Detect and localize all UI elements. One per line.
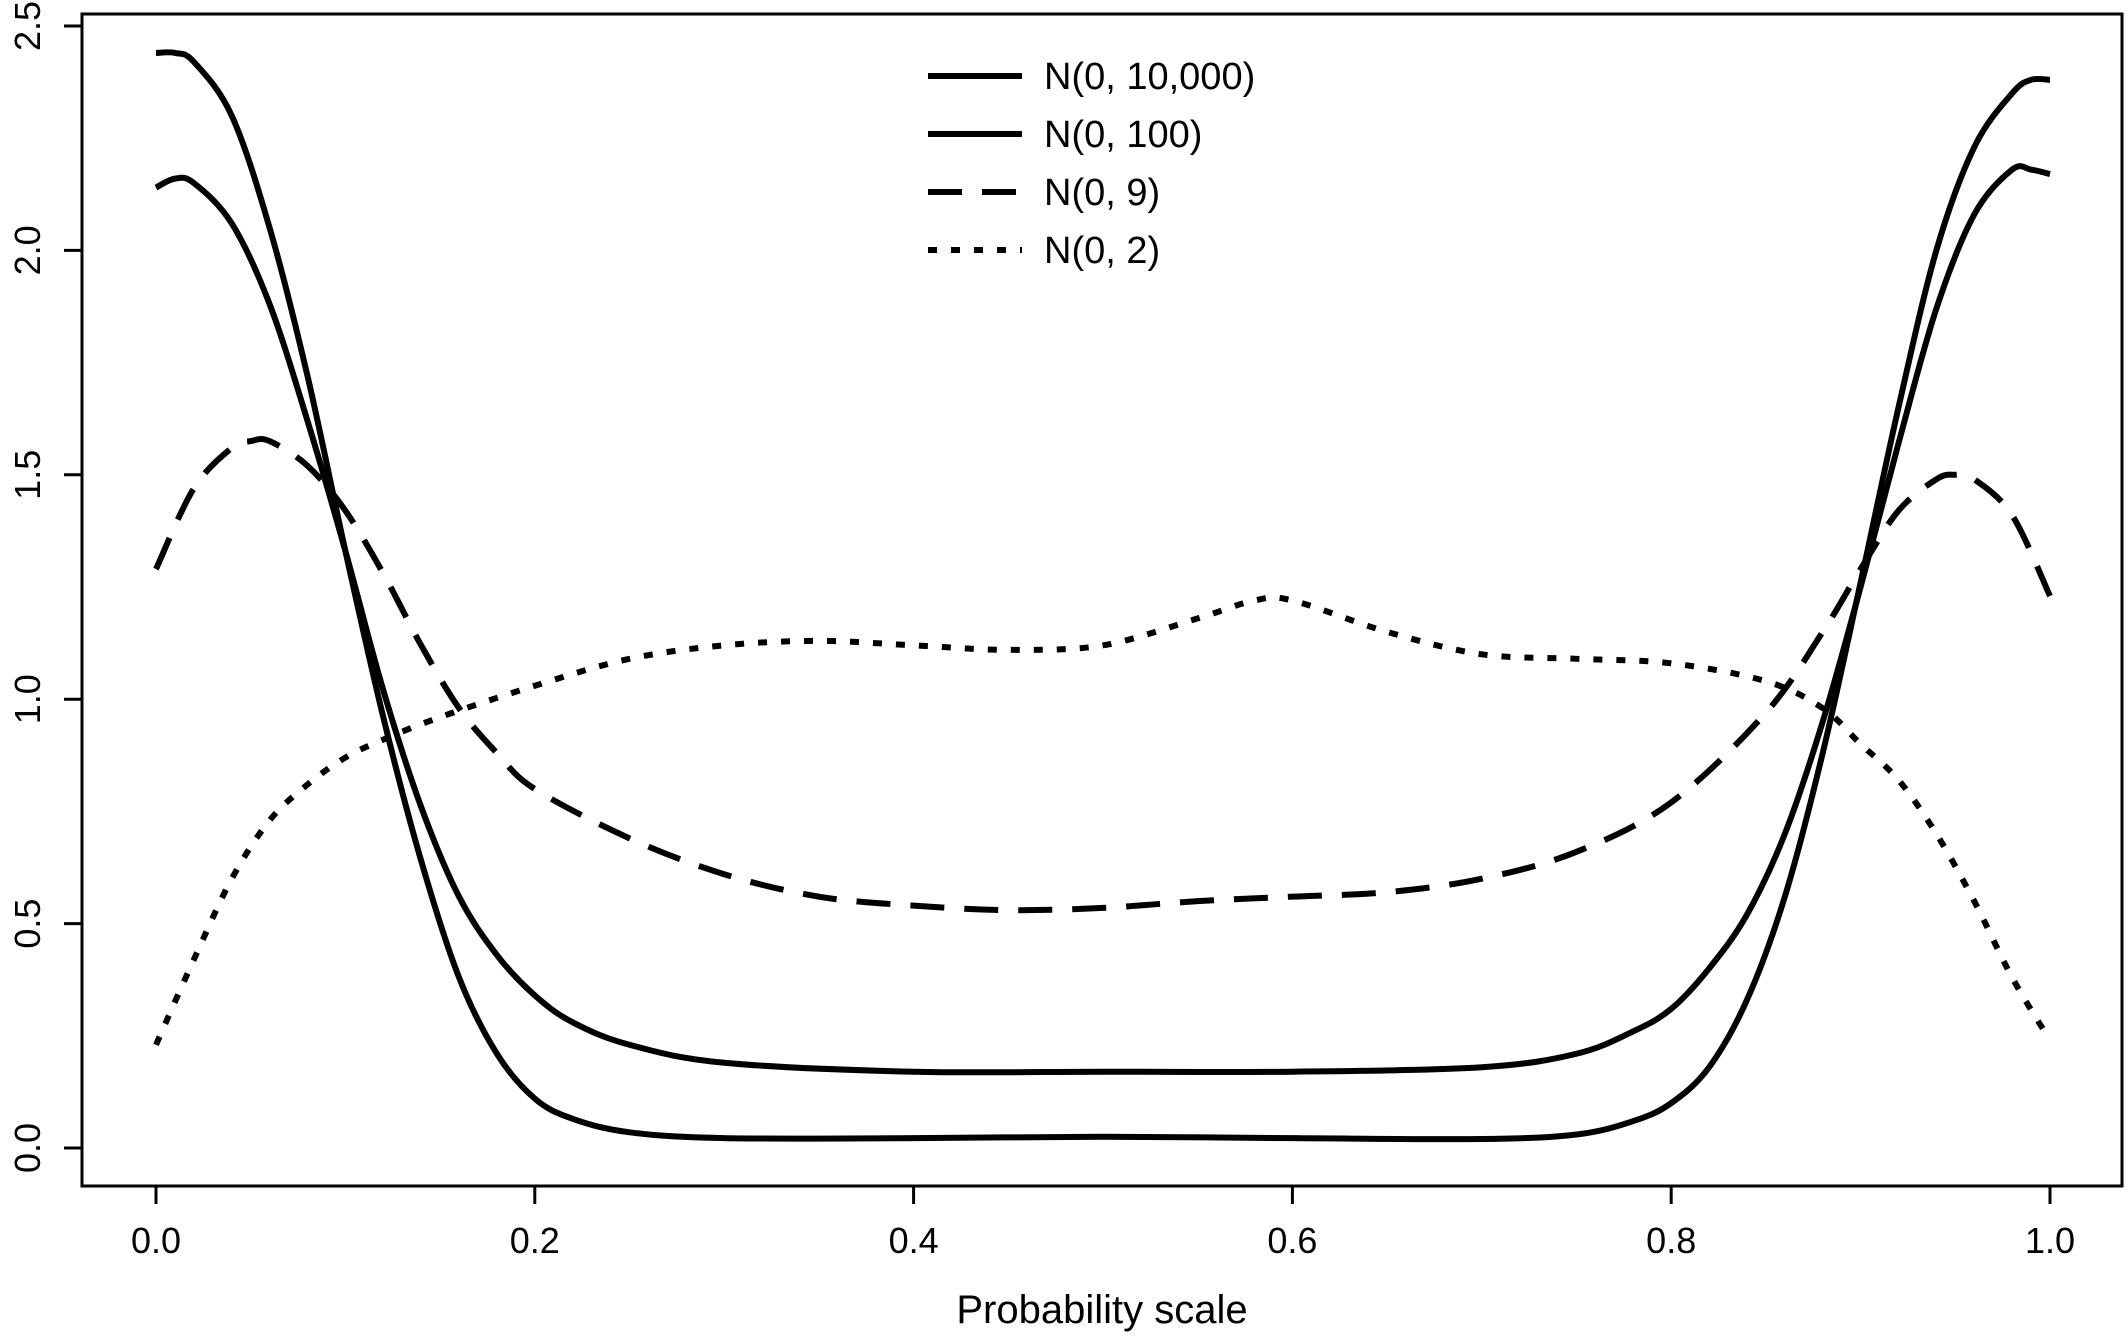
plot-frame (80, 12, 2124, 1188)
x-axis: 0.0 0.2 0.4 0.6 0.8 1.0 (131, 1186, 2075, 1261)
legend-label-0: N(0, 10,000) (1044, 56, 1255, 98)
x-tick-label: 0.0 (131, 1220, 181, 1261)
series-line-0 (155, 49, 2051, 1143)
x-tick-label: 0.8 (1646, 1220, 1696, 1261)
y-tick-label: 0.5 (7, 899, 48, 949)
y-tick-label: 1.0 (7, 674, 48, 724)
x-tick-label: 0.6 (1267, 1220, 1317, 1261)
series-line-2 (153, 436, 2053, 914)
legend-label-3: N(0, 2) (1044, 230, 1160, 272)
series-line-3 (153, 594, 2053, 1046)
series-line-1 (154, 163, 2051, 1076)
y-axis: 0.0 0.5 1.0 1.5 2.0 2.5 (7, 1, 82, 1173)
x-axis-label: Probability scale (956, 1288, 1247, 1332)
x-tick-label: 0.4 (889, 1220, 939, 1261)
legend-label-2: N(0, 9) (1044, 172, 1160, 214)
x-tick-label: 0.2 (510, 1220, 560, 1261)
legend: N(0, 10,000) N(0, 100) N(0, 9) N(0, 2) (928, 56, 1255, 272)
y-tick-label: 1.5 (7, 450, 48, 500)
legend-label-1: N(0, 100) (1044, 114, 1202, 156)
y-tick-label: 2.5 (7, 1, 48, 51)
series-layer (153, 49, 2053, 1143)
y-tick-label: 0.0 (7, 1123, 48, 1173)
y-tick-label: 2.0 (7, 225, 48, 275)
x-tick-label: 1.0 (2025, 1220, 2075, 1261)
